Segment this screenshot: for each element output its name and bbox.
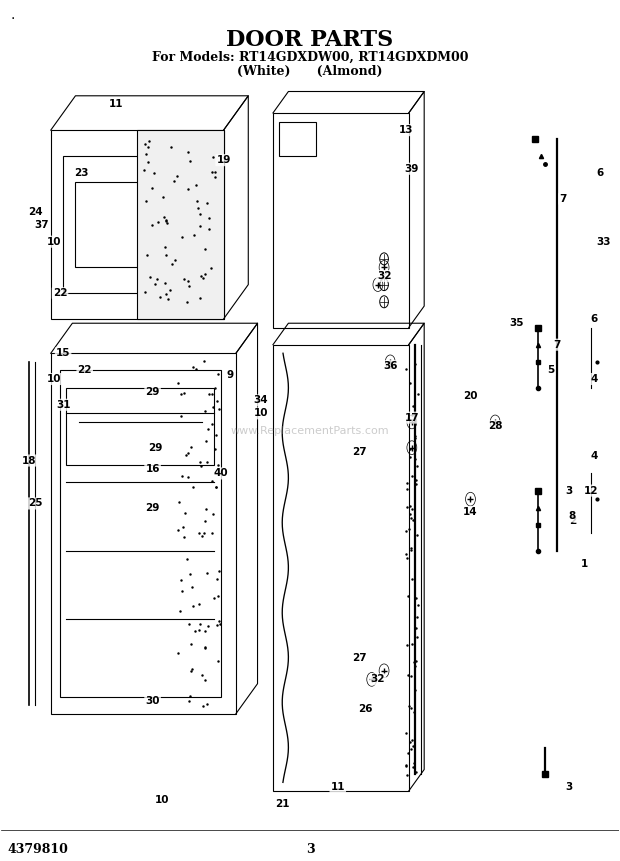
Text: 4: 4 bbox=[590, 451, 598, 461]
Text: 27: 27 bbox=[352, 653, 366, 663]
Text: 14: 14 bbox=[463, 507, 478, 517]
Bar bbox=[273, 344, 409, 791]
Bar bbox=[273, 113, 409, 327]
Text: 35: 35 bbox=[510, 319, 524, 328]
Text: 3: 3 bbox=[565, 486, 573, 496]
Text: www.ReplacementParts.com: www.ReplacementParts.com bbox=[231, 425, 389, 436]
Text: 15: 15 bbox=[56, 348, 70, 358]
Text: 3: 3 bbox=[565, 782, 573, 791]
Text: 31: 31 bbox=[56, 400, 70, 410]
Text: 10: 10 bbox=[154, 795, 169, 804]
Text: 36: 36 bbox=[383, 361, 397, 371]
Bar bbox=[137, 130, 224, 319]
Text: 33: 33 bbox=[596, 237, 611, 247]
Text: 10: 10 bbox=[254, 408, 268, 418]
Text: 6: 6 bbox=[590, 314, 598, 324]
Text: 39: 39 bbox=[405, 164, 419, 174]
Text: 23: 23 bbox=[74, 168, 89, 178]
Text: 18: 18 bbox=[22, 455, 37, 466]
Text: DOOR PARTS: DOOR PARTS bbox=[226, 29, 394, 51]
Text: 29: 29 bbox=[146, 503, 160, 513]
Text: 7: 7 bbox=[559, 194, 567, 204]
Text: 24: 24 bbox=[28, 207, 43, 217]
Text: 4: 4 bbox=[590, 374, 598, 384]
Text: 9: 9 bbox=[226, 369, 233, 380]
Text: 20: 20 bbox=[463, 391, 478, 401]
Bar bbox=[51, 130, 224, 319]
Bar bbox=[76, 182, 174, 268]
Text: 10: 10 bbox=[46, 374, 61, 384]
Text: 7: 7 bbox=[553, 340, 560, 350]
Bar bbox=[60, 370, 221, 697]
Bar bbox=[63, 156, 199, 294]
Text: 29: 29 bbox=[146, 387, 160, 397]
Text: 25: 25 bbox=[28, 499, 43, 509]
Text: 16: 16 bbox=[145, 464, 160, 474]
Text: 10: 10 bbox=[46, 237, 61, 247]
Text: 30: 30 bbox=[145, 696, 160, 706]
Text: 28: 28 bbox=[488, 421, 502, 431]
Text: 3: 3 bbox=[306, 843, 314, 856]
Text: 26: 26 bbox=[358, 704, 373, 715]
Text: 2: 2 bbox=[569, 516, 576, 525]
Text: 13: 13 bbox=[399, 125, 413, 135]
Text: 19: 19 bbox=[216, 155, 231, 165]
Text: 11: 11 bbox=[108, 99, 123, 109]
Text: 22: 22 bbox=[78, 365, 92, 375]
Text: 17: 17 bbox=[404, 412, 419, 423]
Text: 40: 40 bbox=[213, 468, 228, 479]
Text: ·: · bbox=[11, 12, 15, 26]
Text: 6: 6 bbox=[596, 168, 604, 178]
Text: 32: 32 bbox=[371, 674, 385, 684]
Text: 32: 32 bbox=[377, 271, 391, 281]
Text: 37: 37 bbox=[34, 220, 49, 230]
Text: 27: 27 bbox=[352, 447, 366, 457]
Text: For Models: RT14GDXDW00, RT14GDXDM00: For Models: RT14GDXDW00, RT14GDXDM00 bbox=[152, 51, 468, 64]
Text: 22: 22 bbox=[53, 288, 68, 298]
Bar bbox=[279, 121, 316, 156]
Text: 34: 34 bbox=[254, 395, 268, 406]
Text: 5: 5 bbox=[547, 365, 554, 375]
Text: 12: 12 bbox=[583, 486, 598, 496]
Text: 4379810: 4379810 bbox=[7, 843, 68, 856]
Text: 1: 1 bbox=[581, 559, 588, 568]
Text: (White)      (Almond): (White) (Almond) bbox=[237, 65, 383, 78]
Text: 21: 21 bbox=[275, 799, 290, 808]
Bar bbox=[66, 387, 215, 465]
Text: 29: 29 bbox=[149, 443, 163, 453]
Text: 8: 8 bbox=[569, 511, 576, 521]
Text: 11: 11 bbox=[330, 782, 345, 791]
Bar bbox=[51, 353, 236, 714]
